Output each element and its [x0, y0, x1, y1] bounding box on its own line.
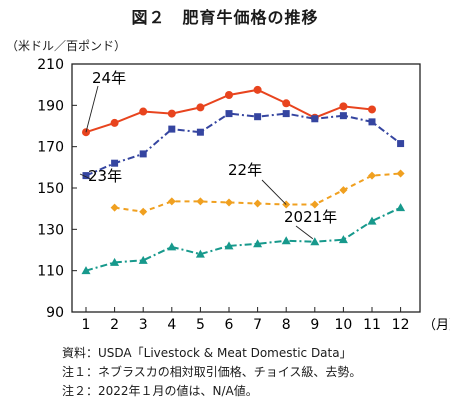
data-point [310, 200, 319, 209]
data-point [311, 115, 319, 123]
series-label: 22年 [228, 161, 262, 179]
data-point [225, 110, 233, 118]
chart-title: 図２ 肥育牛価格の推移 [131, 8, 319, 27]
y-tick-label: 190 [37, 98, 64, 114]
data-point [196, 197, 205, 206]
series-label-leader [295, 225, 314, 240]
data-point [339, 112, 347, 120]
data-point [82, 172, 90, 180]
data-point [138, 255, 148, 264]
y-tick-label: 150 [37, 181, 64, 197]
series-line [85, 112, 402, 177]
plot-area [71, 63, 421, 313]
data-point [139, 207, 148, 216]
data-point [339, 102, 348, 111]
x-tick-label: 4 [167, 317, 176, 333]
series-line [85, 206, 402, 272]
data-point [253, 239, 263, 248]
data-point [253, 199, 262, 208]
x-tick-label: 5 [196, 317, 205, 333]
x-tick-label: 1 [82, 317, 91, 333]
series-label: 2021年 [284, 208, 337, 226]
y-tick-label: 110 [37, 264, 64, 280]
data-point [396, 169, 405, 178]
data-point [225, 91, 233, 99]
x-tick-label: 7 [253, 317, 262, 333]
notes: 資料：USDA「Livestock & Meat Domestic Data」 … [62, 344, 361, 401]
data-point [339, 186, 348, 195]
footnote-1: 注１：ネブラスカの相対取引価格、チョイス級、去勢。 [62, 365, 362, 379]
data-point [397, 140, 405, 148]
x-tick-label: 10 [334, 317, 352, 333]
data-point [367, 216, 377, 225]
data-point [253, 85, 262, 94]
x-axis-unit-label: （月） [423, 318, 450, 333]
y-tick-label: 90 [46, 305, 64, 321]
data-point [167, 109, 176, 118]
data-point [110, 118, 119, 127]
series-label-leader [261, 179, 287, 205]
data-point [110, 257, 120, 266]
data-point [139, 150, 147, 158]
data-point [368, 118, 376, 126]
series-label: 23年 [88, 167, 122, 185]
data-point [282, 110, 290, 118]
data-point [167, 242, 177, 251]
data-point [368, 171, 376, 180]
data-point [81, 266, 91, 275]
data-point [254, 113, 262, 121]
data-point [338, 235, 348, 244]
data-point [110, 203, 119, 212]
x-tick-label: 2 [110, 317, 119, 333]
x-tick-label: 3 [139, 317, 148, 333]
data-point [168, 125, 176, 133]
data-point [282, 99, 291, 108]
series-label-leader [79, 173, 91, 180]
y-tick-label: 210 [37, 57, 64, 73]
data-point [195, 249, 205, 258]
data-point [111, 159, 119, 167]
x-tick-label: 11 [363, 317, 381, 333]
source-note: 資料：USDA「Livestock & Meat Domestic Data」 [62, 346, 352, 360]
data-point [368, 105, 376, 114]
data-point [139, 107, 148, 116]
data-point [167, 197, 176, 206]
footnote-2: 注２：2022年１月の値は、N/A値。 [62, 384, 258, 398]
y-axis-unit-label: （米ドル／百ポンド） [6, 39, 127, 53]
data-point [224, 241, 234, 250]
series-label: 24年 [92, 69, 126, 87]
series-4 [81, 203, 406, 275]
data-point [310, 237, 320, 246]
x-tick-label: 9 [310, 317, 319, 333]
x-tick-label: 12 [392, 317, 410, 333]
data-point [281, 236, 291, 245]
y-tick-label: 130 [37, 222, 64, 238]
data-point [396, 203, 406, 212]
data-point [225, 198, 233, 207]
x-tick-label: 8 [282, 317, 291, 333]
series-2 [82, 110, 405, 180]
y-tick-label: 170 [37, 140, 64, 156]
series-label-leader [85, 85, 99, 133]
x-tick-label: 6 [225, 317, 234, 333]
series-3 [110, 169, 405, 216]
data-point [196, 128, 204, 136]
data-point [196, 103, 205, 112]
